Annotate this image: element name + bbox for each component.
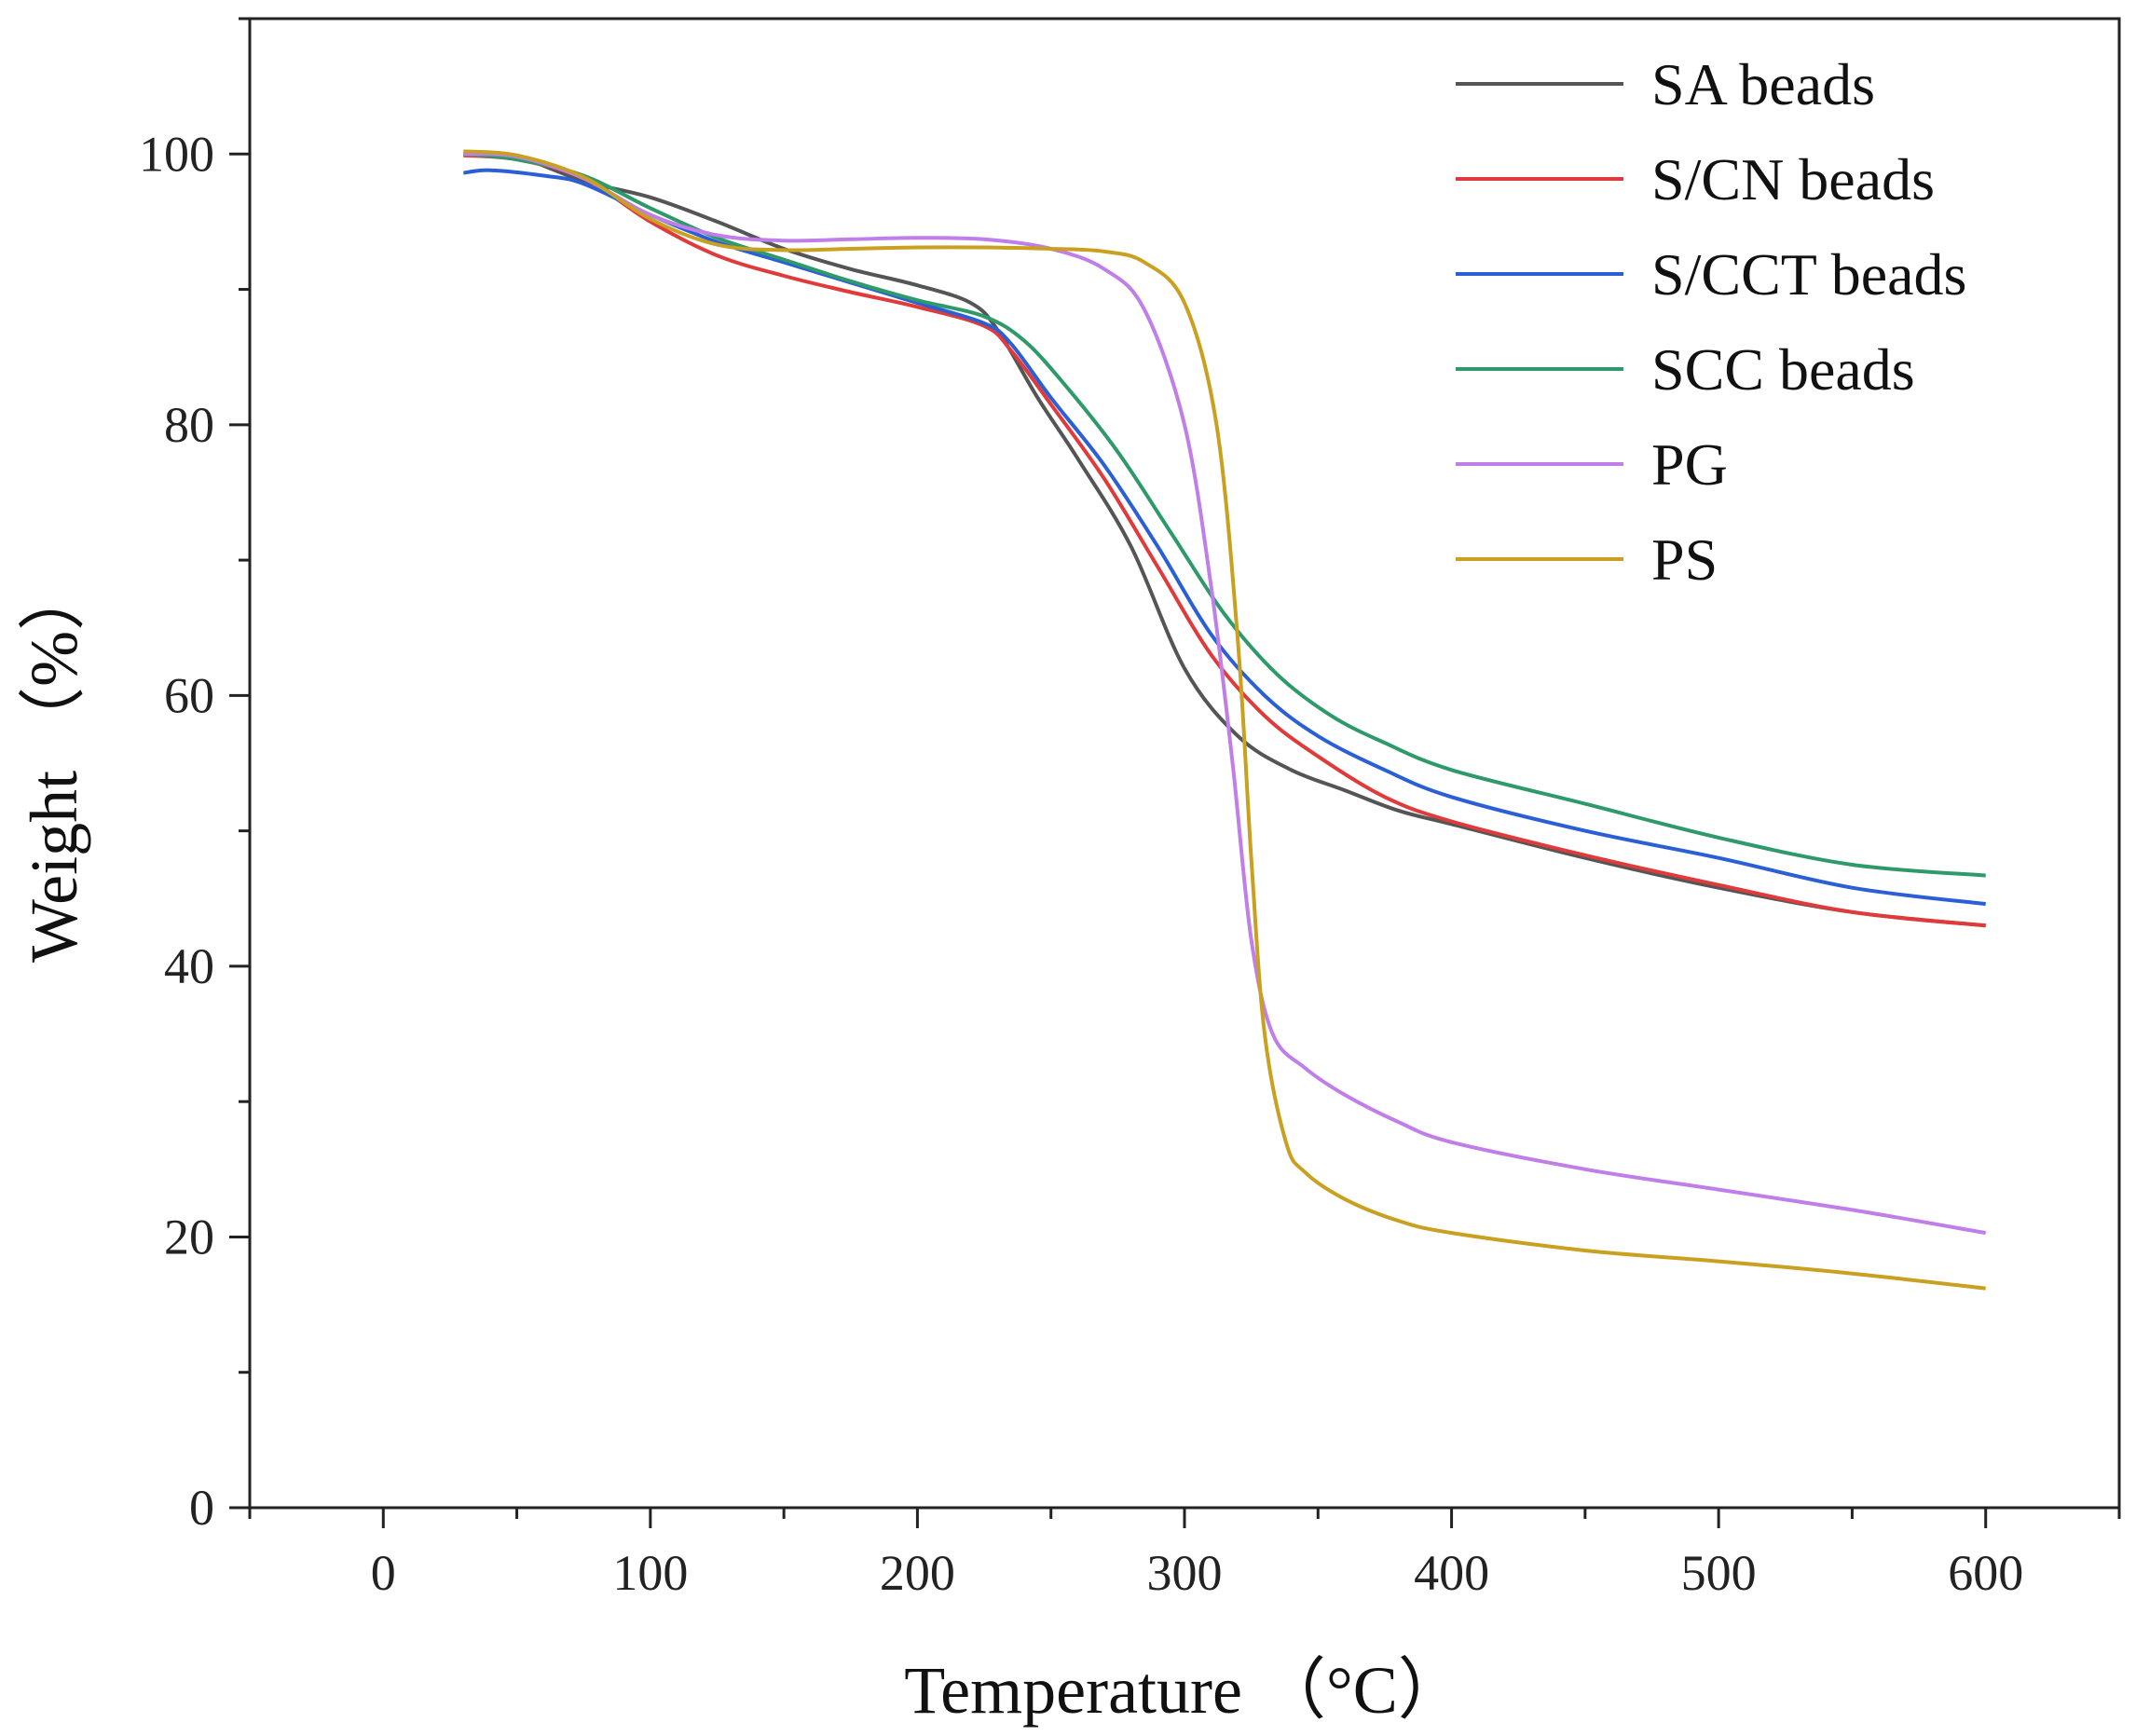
- y-tick-label: 100: [139, 126, 214, 182]
- x-tick-label: 0: [371, 1545, 396, 1601]
- legend-label-s-cct-beads: S/CCT beads: [1651, 241, 1966, 308]
- x-axis-title: Temperature （°C）: [904, 1653, 1465, 1728]
- legend: SA beads S/CN beads S/CCT beads SCC beads PG…: [1456, 51, 1966, 593]
- y-tick-label: 60: [164, 667, 214, 723]
- legend-label-sa-beads: SA beads: [1651, 51, 1875, 117]
- series-line-pg: [463, 152, 1987, 1236]
- series-line-scc-beads: [463, 152, 1986, 878]
- legend-label-ps: PS: [1651, 526, 1718, 593]
- x-tick-label: 300: [1147, 1545, 1223, 1601]
- x-tick-label: 500: [1681, 1545, 1757, 1601]
- y-tick-label: 0: [189, 1480, 214, 1536]
- axis-ticks: [229, 17, 2121, 1528]
- series-lines: [463, 149, 1987, 1291]
- x-tick-label: 100: [612, 1545, 688, 1601]
- y-tick-label: 80: [164, 397, 214, 453]
- legend-label-scc-beads: SCC beads: [1651, 336, 1915, 403]
- series-line-ps: [463, 149, 1986, 1291]
- x-tick-label: 200: [880, 1545, 955, 1601]
- legend-label-s-cn-beads: S/CN beads: [1651, 146, 1935, 212]
- series-line-sa-beads: [463, 152, 1986, 928]
- axis-tick-labels: 0 100 200 300 400 500 600 0 20 40 60 80 100: [139, 126, 2023, 1601]
- legend-label-pg: PG: [1651, 431, 1728, 498]
- y-tick-label: 40: [164, 938, 214, 994]
- y-tick-label: 20: [164, 1209, 214, 1264]
- x-tick-label: 400: [1414, 1545, 1489, 1601]
- y-axis-title: Weight （%）: [17, 564, 91, 963]
- x-tick-label: 600: [1948, 1545, 2023, 1601]
- series-line-s-cn-beads: [463, 153, 1986, 928]
